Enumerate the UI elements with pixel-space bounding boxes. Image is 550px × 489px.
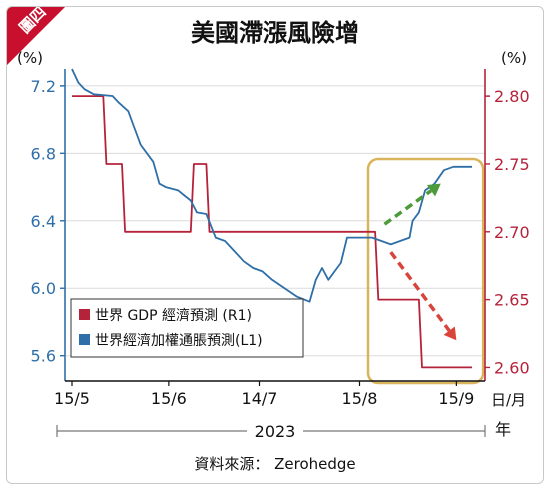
right-axis-ticks: 2.60 2.65 2.70 2.75 2.80	[485, 87, 530, 377]
year-label-bg	[247, 421, 303, 441]
x-tick-label: 14/7	[242, 389, 278, 408]
x-tick-label: 15/9	[438, 389, 474, 408]
down-arrow-head	[443, 326, 457, 341]
left-axis-ticks: 5.6 6.0 6.4 6.8 7.2	[31, 77, 65, 366]
up-arrow-shaft	[383, 189, 433, 226]
series-layer	[71, 68, 472, 369]
year-label: 2023	[255, 422, 296, 441]
x-axis-unit: 日/月	[491, 391, 526, 409]
figure-tag-badge	[7, 7, 65, 65]
highlight-box	[366, 157, 485, 385]
legend-swatch-inflation	[79, 334, 90, 345]
left-tick-label: 7.2	[31, 77, 56, 96]
x-tick-label: 15/6	[151, 389, 187, 408]
x-tick-label: 15/8	[342, 389, 378, 408]
legend-swatch-gdp	[79, 309, 90, 320]
left-axis-unit: (%)	[17, 49, 43, 67]
source-note: 資料來源： Zerohedge	[194, 455, 355, 473]
right-tick-label: 2.70	[494, 223, 530, 242]
inflation-forecast-line	[71, 68, 472, 303]
year-unit: 年	[495, 420, 511, 439]
up-arrow-head	[426, 183, 441, 197]
left-tick-label: 6.8	[31, 144, 56, 163]
right-tick-label: 2.60	[494, 358, 530, 377]
arrow-layer	[383, 183, 457, 341]
left-tick-label: 5.6	[31, 347, 56, 366]
right-axis-unit: (%)	[501, 49, 527, 67]
down-arrow-shaft	[389, 251, 451, 332]
legend-label-inflation: 世界經濟加權通脹預測(L1)	[95, 333, 263, 349]
x-axis-ticks: 15/5 15/6 14/7 15/8 15/9	[54, 381, 474, 408]
chart-title: 美國滯漲風險增	[191, 19, 359, 47]
left-tick-label: 6.0	[31, 279, 56, 298]
chart-card: 圖四 美國滯漲風險增 (%) (%) 5.6 6.0 6.4 6.8 7.2 2.60 2…	[6, 6, 544, 484]
right-tick-label: 2.75	[494, 155, 530, 174]
legend-label-gdp: 世界 GDP 經濟預測 (R1)	[95, 308, 252, 324]
gdp-forecast-line	[72, 95, 472, 369]
right-tick-label: 2.65	[494, 291, 530, 310]
left-tick-label: 6.4	[31, 212, 56, 231]
legend-box	[70, 298, 304, 358]
chart-canvas: 圖四 美國滯漲風險增 (%) (%) 5.66.06.46.87.2 2.602…	[7, 7, 530, 473]
highlight-box-layer	[366, 157, 485, 385]
legend: 世界 GDP 經濟預測 (R1) 世界經濟加權通脹預測(L1)	[70, 298, 304, 358]
right-tick-label: 2.80	[494, 87, 530, 106]
x-tick-label: 15/5	[54, 389, 90, 408]
